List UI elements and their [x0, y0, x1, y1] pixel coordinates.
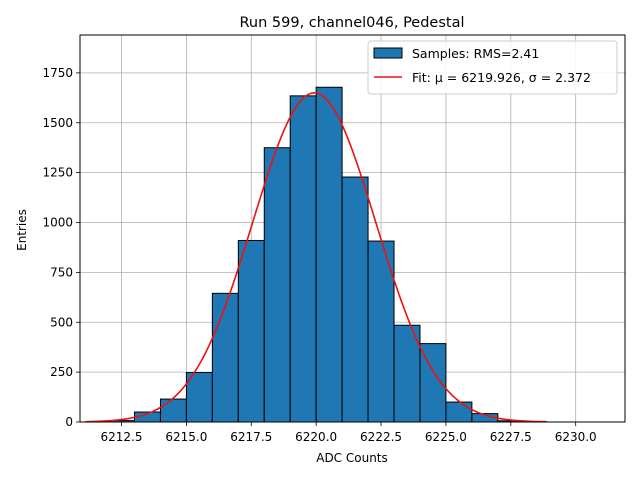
- histogram-bar: [159, 398, 187, 423]
- histogram-bar: [289, 95, 317, 423]
- histogram-bar: [315, 86, 343, 423]
- histogram-bars: [108, 86, 525, 423]
- x-axis-ticks: 6212.5 6215.0 6217.5 6220.0 6222.5 6225.0 6227…: [101, 422, 597, 444]
- x-tick-label: 6227.5: [490, 430, 532, 444]
- y-axis-ticks: 0 250 500 750 1000 1250 1500 1750: [42, 66, 80, 429]
- y-tick-label: 500: [50, 315, 73, 329]
- y-tick-label: 1750: [42, 66, 73, 80]
- legend: Samples: RMS=2.41 Fit: μ = 6219.926, σ =…: [367, 40, 618, 95]
- x-tick-label: 6215.0: [165, 430, 207, 444]
- x-tick-label: 6225.0: [425, 430, 467, 444]
- legend-label-fit: Fit: μ = 6219.926, σ = 2.372: [412, 70, 591, 85]
- y-tick-label: 750: [50, 265, 73, 279]
- legend-box: [367, 40, 618, 95]
- histogram-bar: [341, 176, 369, 423]
- x-tick-label: 6230.0: [555, 430, 597, 444]
- y-axis-label: Entries: [15, 209, 29, 251]
- x-tick-label: 6212.5: [101, 430, 143, 444]
- plot-frame: [79, 34, 626, 423]
- histogram-bar: [211, 292, 239, 423]
- y-tick-label: 250: [50, 365, 73, 379]
- legend-label-samples: Samples: RMS=2.41: [412, 46, 539, 61]
- chart-title: Run 599, channel046, Pedestal: [239, 15, 464, 31]
- x-tick-label: 6222.5: [360, 430, 402, 444]
- y-tick-label: 1250: [42, 166, 73, 180]
- x-axis-label: ADC Counts: [316, 451, 388, 465]
- legend-histogram-swatch: [373, 47, 403, 59]
- histogram-bar: [263, 147, 291, 423]
- x-tick-label: 6220.0: [295, 430, 337, 444]
- histogram-bar: [445, 401, 473, 423]
- y-tick-label: 1000: [42, 216, 73, 230]
- histogram-bar: [237, 239, 265, 423]
- y-tick-label: 1500: [42, 116, 73, 130]
- y-tick-label: 0: [65, 415, 73, 429]
- x-tick-label: 6217.5: [230, 430, 272, 444]
- fit-curve: [85, 92, 548, 423]
